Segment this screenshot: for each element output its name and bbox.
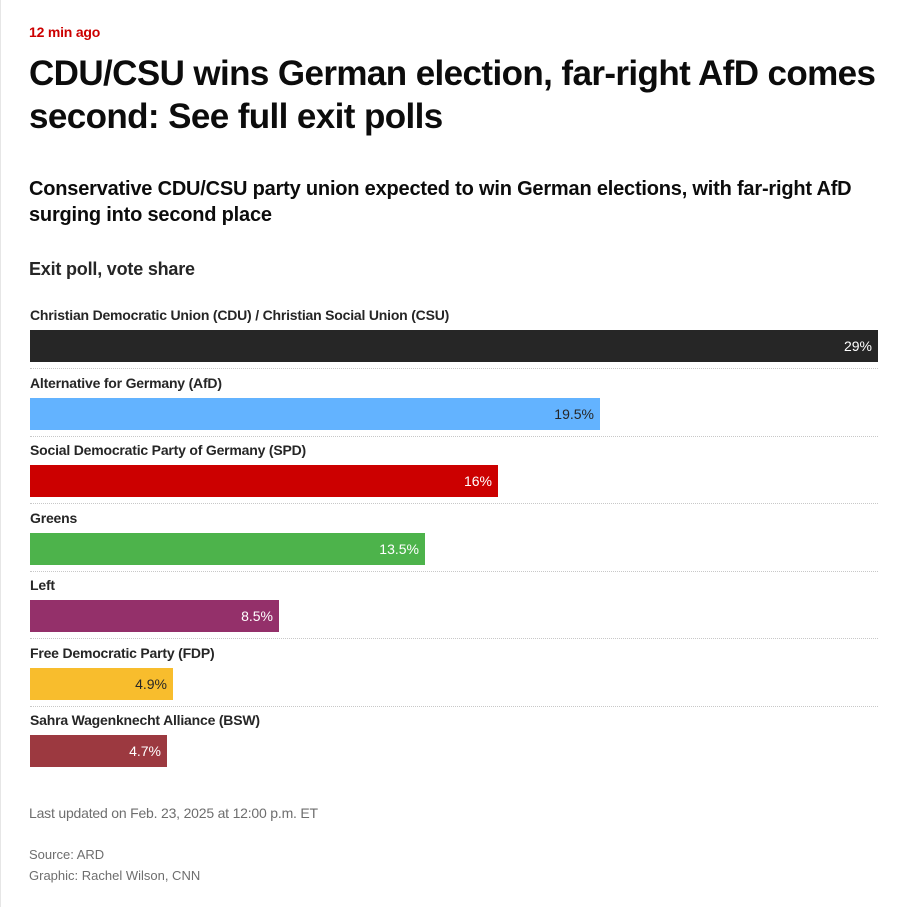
row-divider: [30, 571, 878, 572]
source-text: Source: ARD: [29, 847, 105, 862]
row-divider: [30, 503, 878, 504]
bar: 16%: [30, 465, 498, 497]
bar-value-label: 13.5%: [379, 541, 419, 557]
last-updated: Last updated on Feb. 23, 2025 at 12:00 p…: [29, 805, 318, 821]
chart-subtitle: Exit poll, vote share: [29, 259, 195, 279]
bar-value-label: 29%: [843, 338, 872, 354]
timestamp: 12 min ago: [29, 24, 101, 40]
bar-chart: Christian Democratic Union (CDU) / Chris…: [29, 305, 878, 775]
bar-row: Left 8.5%: [30, 575, 878, 642]
row-divider: [30, 368, 878, 369]
row-divider: [30, 638, 878, 639]
bar: 4.7%: [30, 735, 167, 767]
bar-row: Sahra Wagenknecht Alliance (BSW) 4.7%: [30, 710, 878, 777]
bar: 29%: [30, 330, 878, 362]
bar: 4.9%: [30, 668, 173, 700]
bar-row: Free Democratic Party (FDP) 4.9%: [30, 643, 878, 710]
bar-category-label: Christian Democratic Union (CDU) / Chris…: [30, 307, 450, 323]
bar: 8.5%: [30, 600, 279, 632]
row-divider: [30, 436, 878, 437]
bar-row: Greens 13.5%: [30, 508, 878, 575]
headline: CDU/CSU wins German election, far-right …: [29, 54, 876, 136]
bar: 19.5%: [30, 398, 600, 430]
chart-title: Conservative CDU/CSU party union expecte…: [29, 178, 852, 226]
bar-value-label: 16%: [463, 473, 492, 489]
bar-row: Christian Democratic Union (CDU) / Chris…: [30, 305, 878, 372]
bar-category-label: Free Democratic Party (FDP): [30, 645, 215, 661]
bar-value-label: 8.5%: [241, 608, 273, 624]
page-left-border: [0, 0, 1, 907]
chart-credits: Source: ARD Graphic: Rachel Wilson, CNN: [29, 844, 200, 886]
bar-value-label: 19.5%: [554, 406, 594, 422]
bar-value-label: 4.9%: [135, 676, 167, 692]
bar-category-label: Left: [30, 577, 55, 593]
bar: 13.5%: [30, 533, 425, 565]
graphic-credit: Graphic: Rachel Wilson, CNN: [29, 868, 201, 883]
bar-category-label: Sahra Wagenknecht Alliance (BSW): [30, 712, 260, 728]
row-divider: [30, 706, 878, 707]
bar-category-label: Social Democratic Party of Germany (SPD): [30, 442, 306, 458]
bar-category-label: Greens: [30, 510, 78, 526]
bar-row: Social Democratic Party of Germany (SPD)…: [30, 440, 878, 507]
bar-value-label: 4.7%: [129, 743, 161, 759]
bar-row: Alternative for Germany (AfD) 19.5%: [30, 373, 878, 440]
bar-category-label: Alternative for Germany (AfD): [30, 375, 222, 391]
